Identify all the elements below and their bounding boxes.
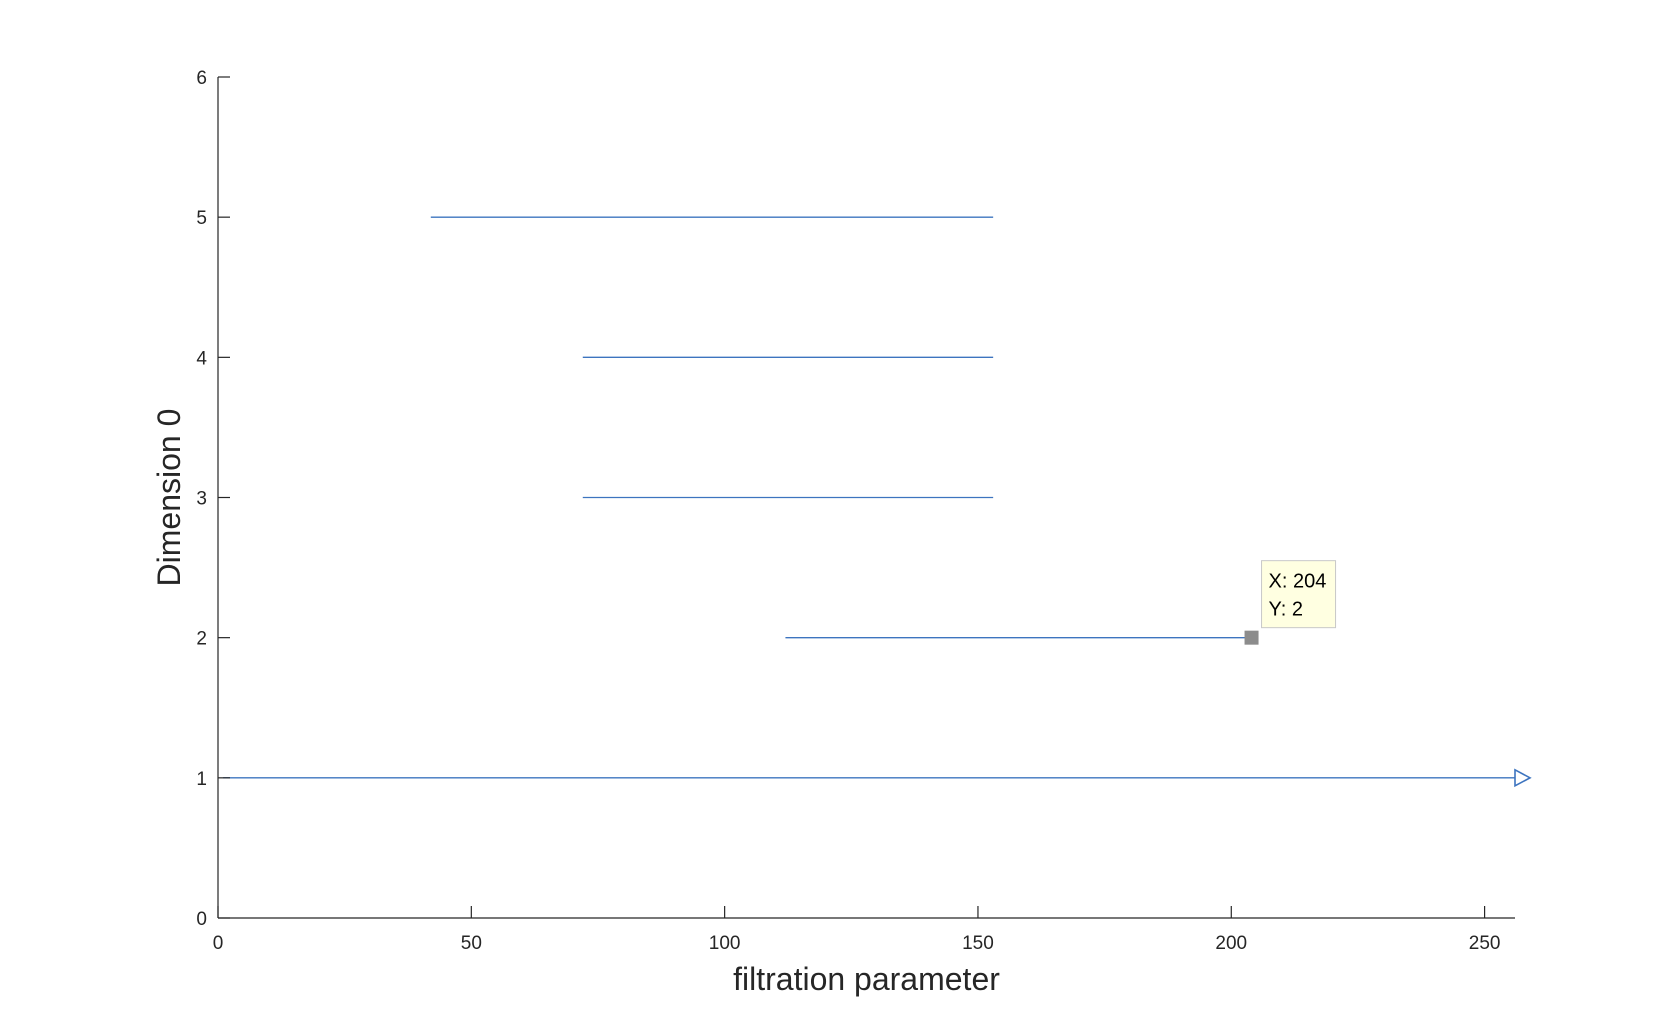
x-tick-label: 200 <box>1215 933 1247 954</box>
y-axis-title: Dimension 0 <box>151 409 187 587</box>
infinite-bar-arrow <box>1514 768 1532 788</box>
x-tick-label: 100 <box>709 933 741 954</box>
x-axis-title: filtration parameter <box>733 961 1000 997</box>
y-tick-label: 2 <box>196 629 207 650</box>
data-tip-box <box>1261 560 1337 629</box>
data-tip-x-value: X: 204 <box>1269 571 1327 593</box>
x-tick-label: 150 <box>962 933 994 954</box>
axes: 0 50 100 150 200 250 0 1 2 3 4 5 6 <box>196 68 1515 954</box>
data-tip-y-value: Y: 2 <box>1269 599 1303 621</box>
y-tick-label: 3 <box>196 489 207 510</box>
y-axis-ticks: 0 1 2 3 4 5 6 <box>196 68 230 930</box>
x-axis-ticks: 0 50 100 150 200 250 <box>213 906 1501 954</box>
x-tick-label: 50 <box>461 933 482 954</box>
y-tick-label: 0 <box>196 909 207 930</box>
y-tick-label: 1 <box>196 769 207 790</box>
x-tick-label: 0 <box>213 933 224 954</box>
y-tick-label: 5 <box>196 208 207 229</box>
y-tick-label: 4 <box>196 348 207 369</box>
x-tick-label: 250 <box>1469 933 1501 954</box>
data-tip[interactable]: X: 204 Y: 2 <box>1244 560 1337 645</box>
data-tip-marker[interactable] <box>1244 630 1259 645</box>
barcode-bars <box>223 216 1532 788</box>
y-tick-label: 6 <box>196 68 207 89</box>
